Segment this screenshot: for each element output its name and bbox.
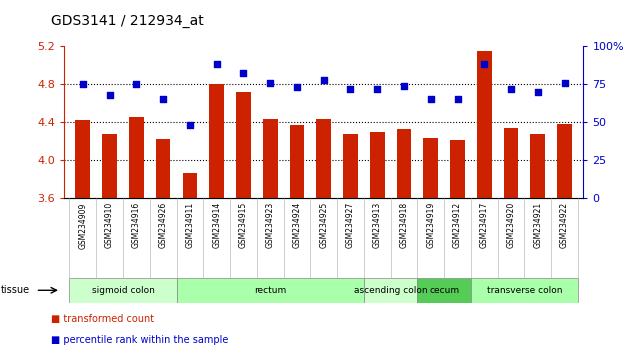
Point [560, 80, 570, 85]
Point [104, 92, 115, 98]
Text: GSM234910: GSM234910 [105, 202, 114, 249]
Point [345, 86, 356, 91]
Bar [76, 120, 90, 198]
Text: GSM234922: GSM234922 [560, 202, 569, 249]
Text: GSM234913: GSM234913 [372, 202, 382, 249]
Point [506, 86, 516, 91]
Text: GSM234912: GSM234912 [453, 202, 462, 249]
Text: rectum: rectum [254, 286, 287, 295]
Text: GDS3141 / 212934_at: GDS3141 / 212934_at [51, 14, 204, 28]
Bar [69, 278, 176, 303]
Text: GSM234919: GSM234919 [426, 202, 435, 249]
Bar [290, 125, 304, 198]
Text: transverse colon: transverse colon [487, 286, 562, 295]
Bar [102, 133, 117, 198]
Bar [183, 172, 197, 198]
Bar [417, 278, 471, 303]
Bar [557, 124, 572, 198]
Bar [343, 133, 358, 198]
Bar [370, 132, 385, 198]
Text: GSM234917: GSM234917 [479, 202, 489, 249]
Bar [263, 119, 278, 198]
Text: GSM234923: GSM234923 [265, 202, 275, 249]
Bar [424, 138, 438, 198]
Bar [176, 278, 364, 303]
Point [265, 80, 275, 85]
Point [131, 81, 142, 87]
Point [238, 70, 249, 76]
Bar [397, 129, 412, 198]
Text: GSM234915: GSM234915 [239, 202, 248, 249]
Text: tissue: tissue [1, 285, 29, 295]
Text: GSM234924: GSM234924 [292, 202, 301, 249]
Bar [450, 140, 465, 198]
Point [212, 62, 222, 67]
Text: GSM234920: GSM234920 [506, 202, 515, 249]
Bar [129, 118, 144, 198]
Point [479, 62, 490, 67]
Text: GSM234921: GSM234921 [533, 202, 542, 249]
Bar [317, 119, 331, 198]
Bar [471, 278, 578, 303]
Text: sigmoid colon: sigmoid colon [92, 286, 154, 295]
Bar [236, 92, 251, 198]
Text: GSM234925: GSM234925 [319, 202, 328, 249]
Point [453, 96, 463, 102]
Point [533, 89, 543, 95]
Text: ascending colon: ascending colon [354, 286, 428, 295]
Point [158, 96, 168, 102]
Point [78, 81, 88, 87]
Bar [364, 278, 417, 303]
Text: GSM234909: GSM234909 [78, 202, 87, 249]
Text: cecum: cecum [429, 286, 459, 295]
Bar [210, 84, 224, 198]
Point [426, 96, 436, 102]
Bar [477, 51, 492, 198]
Text: ■ transformed count: ■ transformed count [51, 314, 154, 324]
Text: GSM234911: GSM234911 [185, 202, 194, 249]
Text: ■ percentile rank within the sample: ■ percentile rank within the sample [51, 335, 229, 345]
Point [319, 77, 329, 82]
Bar [531, 133, 545, 198]
Point [292, 84, 302, 90]
Text: GSM234916: GSM234916 [132, 202, 141, 249]
Bar [156, 139, 171, 198]
Bar [504, 128, 519, 198]
Text: GSM234926: GSM234926 [158, 202, 168, 249]
Point [185, 122, 195, 128]
Text: GSM234918: GSM234918 [399, 202, 408, 249]
Point [399, 83, 409, 88]
Text: GSM234914: GSM234914 [212, 202, 221, 249]
Text: GSM234927: GSM234927 [346, 202, 355, 249]
Point [372, 86, 383, 91]
